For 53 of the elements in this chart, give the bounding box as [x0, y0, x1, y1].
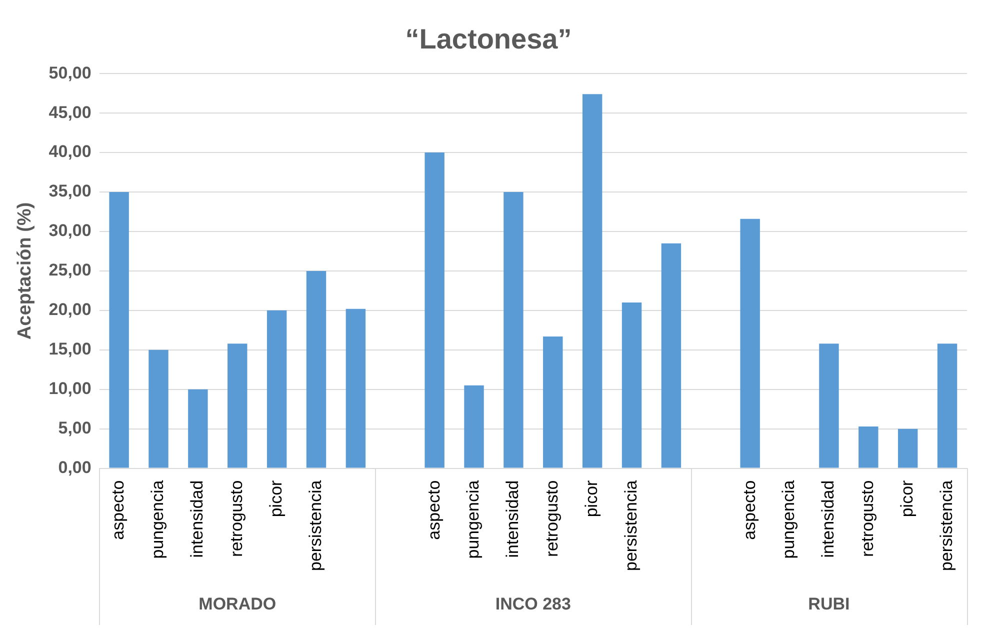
x-tick-label: pungencia — [464, 480, 483, 559]
x-tick-label: aspecto — [108, 480, 128, 540]
bar — [740, 218, 760, 468]
bar — [424, 152, 444, 468]
x-tick-label: intensidad — [188, 480, 207, 558]
chart-title: “Lactonesa” — [405, 24, 572, 55]
y-tick-label: 15,00 — [48, 340, 92, 359]
text: RUBI — [808, 594, 850, 614]
x-tick-label: retrogusto — [858, 480, 878, 557]
y-tick-label: 50,00 — [48, 63, 92, 82]
y-tick-label: 0,00 — [58, 458, 92, 477]
y-tick-label: 40,00 — [48, 142, 92, 162]
y-tick-label: 5,00 — [58, 418, 92, 438]
y-tick-label: 30,00 — [48, 221, 92, 240]
x-tick-label: persistencia — [306, 480, 325, 572]
x-tick-label: persistencia — [936, 480, 956, 572]
bar — [148, 350, 168, 468]
bar — [858, 426, 878, 468]
bar — [346, 308, 366, 468]
x-tick-label: aspecto — [740, 480, 759, 540]
x-tick-label: pungencia — [779, 480, 798, 559]
bar — [582, 94, 602, 468]
y-tick-label: 25,00 — [48, 260, 92, 280]
text: INCO 283 — [495, 594, 571, 614]
bar — [464, 385, 484, 468]
bar — [228, 344, 248, 468]
bar — [661, 243, 682, 468]
bar — [898, 428, 918, 468]
y-tick-label: 10,00 — [48, 379, 92, 398]
bar — [622, 302, 642, 468]
bar — [266, 310, 287, 468]
y-tick-label: 20,00 — [48, 300, 92, 320]
x-tick-label: intensidad — [503, 480, 522, 558]
x-tick-label: retrogusto — [542, 480, 562, 557]
text: MORADO — [198, 594, 276, 614]
x-tick-label: aspecto — [424, 480, 444, 540]
bar — [306, 270, 326, 468]
y-tick-label: 45,00 — [48, 102, 92, 122]
bar — [188, 389, 208, 468]
y-axis-title: Aceptación (%) — [14, 202, 36, 340]
y-tick-label: 35,00 — [48, 182, 92, 201]
x-tick-label: picor — [266, 480, 286, 518]
x-tick-label: picor — [582, 480, 602, 518]
x-tick-label: pungencia — [148, 480, 168, 559]
bar — [504, 192, 524, 468]
x-tick-label: retrogusto — [227, 480, 246, 557]
x-tick-label: persistencia — [621, 480, 640, 572]
bar — [109, 192, 129, 468]
x-tick-label: intensidad — [818, 480, 838, 558]
bar — [819, 344, 839, 468]
x-tick-label: picor — [898, 480, 917, 518]
bar — [543, 336, 563, 468]
bar — [937, 344, 958, 468]
